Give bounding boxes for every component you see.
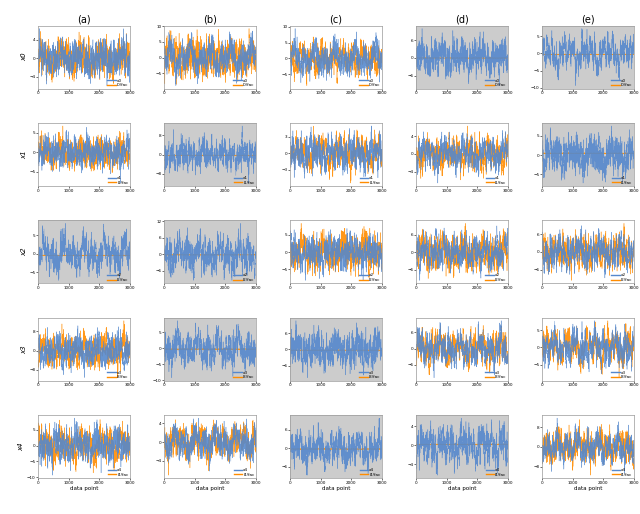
Legend: x0, I0/fac: x0, I0/fac — [485, 78, 507, 88]
Legend: x3, I3/fac: x3, I3/fac — [611, 371, 633, 380]
Legend: x0, I0/fac: x0, I0/fac — [107, 78, 129, 88]
Legend: x3, I3/fac: x3, I3/fac — [107, 371, 129, 380]
Legend: x3, I3/fac: x3, I3/fac — [485, 371, 507, 380]
Legend: x0, I0/fac: x0, I0/fac — [359, 78, 381, 88]
Legend: x1, I1/fac: x1, I1/fac — [233, 176, 255, 185]
Title: (b): (b) — [203, 15, 217, 25]
Legend: x4, I4/fac: x4, I4/fac — [233, 468, 255, 477]
Title: (d): (d) — [455, 15, 469, 25]
Legend: x1, I1/fac: x1, I1/fac — [611, 176, 633, 185]
X-axis label: data point: data point — [322, 486, 350, 491]
X-axis label: data point: data point — [574, 486, 602, 491]
Legend: x3, I3/fac: x3, I3/fac — [359, 371, 381, 380]
Legend: x1, I1/fac: x1, I1/fac — [107, 176, 129, 185]
Y-axis label: x4: x4 — [18, 442, 24, 451]
Legend: x0, I0/fac: x0, I0/fac — [233, 78, 255, 88]
Legend: x4, I4/fac: x4, I4/fac — [359, 468, 381, 477]
X-axis label: data point: data point — [70, 486, 98, 491]
Legend: x3, I3/fac: x3, I3/fac — [233, 371, 255, 380]
Title: (e): (e) — [581, 15, 595, 25]
Legend: x1, I1/fac: x1, I1/fac — [359, 176, 381, 185]
Y-axis label: x1: x1 — [20, 150, 27, 159]
Title: (a): (a) — [77, 15, 91, 25]
Legend: x2, I2/fac: x2, I2/fac — [611, 273, 633, 282]
Y-axis label: x3: x3 — [20, 345, 27, 354]
Title: (c): (c) — [330, 15, 342, 25]
Y-axis label: x2: x2 — [20, 248, 27, 256]
Legend: x2, I2/fac: x2, I2/fac — [359, 273, 381, 282]
Legend: x4, I4/fac: x4, I4/fac — [107, 468, 129, 477]
Y-axis label: x0: x0 — [21, 53, 27, 62]
X-axis label: data point: data point — [196, 486, 224, 491]
Legend: x2, I2/fac: x2, I2/fac — [107, 273, 129, 282]
Legend: x1, I1/fac: x1, I1/fac — [485, 176, 507, 185]
X-axis label: data point: data point — [448, 486, 476, 491]
Legend: x4, I4/fac: x4, I4/fac — [611, 468, 633, 477]
Legend: x0, I0/fac: x0, I0/fac — [611, 78, 633, 88]
Legend: x4, I4/fac: x4, I4/fac — [485, 468, 507, 477]
Legend: x2, I2/fac: x2, I2/fac — [233, 273, 255, 282]
Legend: x2, I2/fac: x2, I2/fac — [485, 273, 507, 282]
